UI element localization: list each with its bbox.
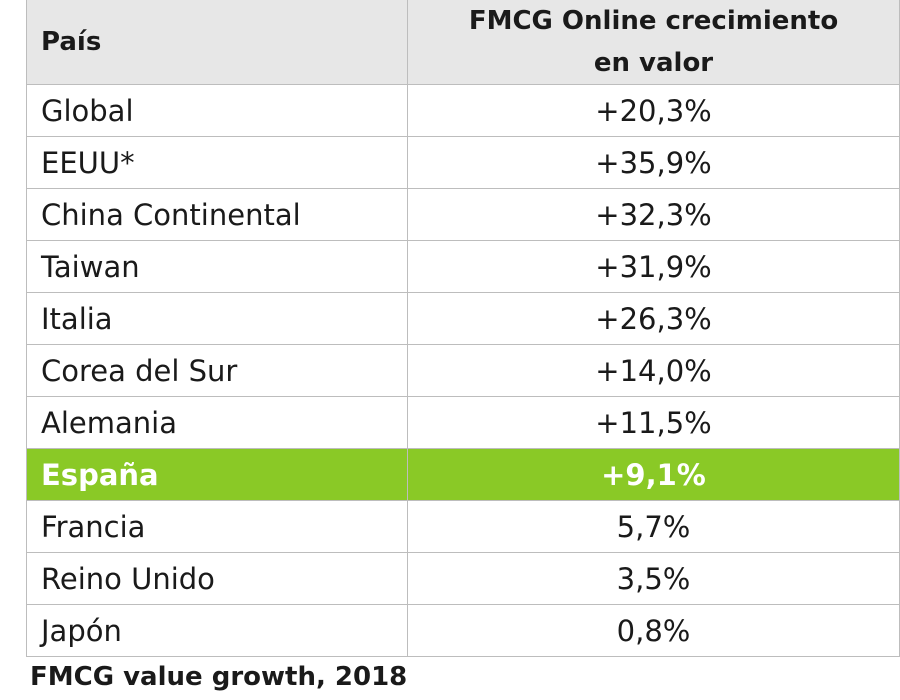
table-row: España +9,1% xyxy=(26,448,900,501)
country-cell: España xyxy=(26,448,408,501)
growth-table: País FMCG Online crecimiento en valor Gl… xyxy=(26,0,900,657)
table-row: China Continental +32,3% xyxy=(26,188,900,241)
growth-value-cell: 5,7% xyxy=(407,500,900,553)
table-body: Global +20,3% EEUU* +35,9% China Continental… xyxy=(26,84,900,657)
growth-table-container: País FMCG Online crecimiento en valor Gl… xyxy=(26,0,900,657)
country-cell: Italia xyxy=(26,292,408,345)
header-value-line1: FMCG Online crecimiento xyxy=(468,6,839,36)
header-value-line2: en valor xyxy=(593,48,714,78)
table-row: Japón 0,8% xyxy=(26,604,900,657)
country-cell: Corea del Sur xyxy=(26,344,408,397)
header-country: País xyxy=(26,0,408,85)
table-row: Reino Unido 3,5% xyxy=(26,552,900,605)
country-cell: Taiwan xyxy=(26,240,408,293)
table-row: Francia 5,7% xyxy=(26,500,900,553)
table-row: Alemania +11,5% xyxy=(26,396,900,449)
country-cell: Francia xyxy=(26,500,408,553)
country-cell: Reino Unido xyxy=(26,552,408,605)
table-row: Global +20,3% xyxy=(26,84,900,137)
table-row: Corea del Sur +14,0% xyxy=(26,344,900,397)
growth-value-cell: +11,5% xyxy=(407,396,900,449)
growth-value-cell: +26,3% xyxy=(407,292,900,345)
chart-caption: FMCG value growth, 2018 xyxy=(30,662,408,692)
country-cell: EEUU* xyxy=(26,136,408,189)
country-cell: Alemania xyxy=(26,396,408,449)
growth-value-cell: +14,0% xyxy=(407,344,900,397)
growth-value-cell: 3,5% xyxy=(407,552,900,605)
growth-value-cell: +32,3% xyxy=(407,188,900,241)
header-value: FMCG Online crecimiento en valor xyxy=(407,0,900,85)
table-row: EEUU* +35,9% xyxy=(26,136,900,189)
table-row: Italia +26,3% xyxy=(26,292,900,345)
growth-value-cell: +9,1% xyxy=(407,448,900,501)
country-cell: Japón xyxy=(26,604,408,657)
country-cell: China Continental xyxy=(26,188,408,241)
table-row: Taiwan +31,9% xyxy=(26,240,900,293)
table-header-row: País FMCG Online crecimiento en valor xyxy=(26,0,900,85)
growth-value-cell: +35,9% xyxy=(407,136,900,189)
growth-value-cell: 0,8% xyxy=(407,604,900,657)
growth-value-cell: +20,3% xyxy=(407,84,900,137)
growth-value-cell: +31,9% xyxy=(407,240,900,293)
country-cell: Global xyxy=(26,84,408,137)
